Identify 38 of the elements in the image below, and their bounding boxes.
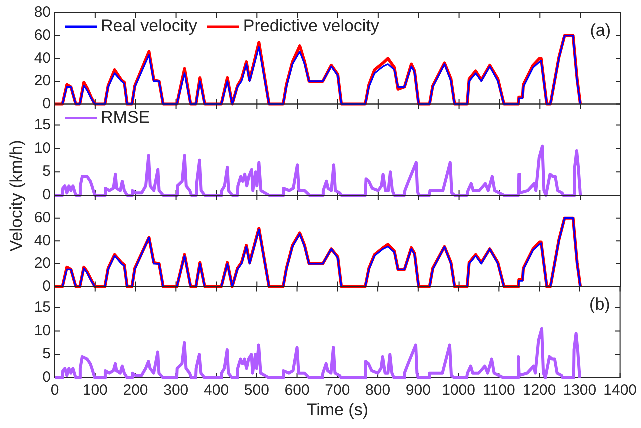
y-tick-label: 0 [42,95,51,112]
y-tick-label: 20 [34,72,51,90]
y-tick-label: 0 [42,186,51,204]
y-tick-label: 40 [34,232,51,250]
x-tick-label: 1300 [563,382,597,400]
y-tick-label: 60 [34,209,51,226]
annotation: (b) [590,294,610,314]
x-tick-label: 900 [406,382,431,400]
annotation: (a) [590,21,611,40]
y-tick-label: 10 [34,140,51,157]
x-tick-label: 700 [325,382,350,400]
x-tick-label: 200 [123,382,148,400]
x-tick-label: 1200 [522,382,556,400]
y-tick-label: 60 [34,26,51,44]
x-tick-label: 300 [164,382,189,400]
y-tick-label: 20 [34,255,51,272]
legend-label: RMSE [101,108,150,127]
x-tick-label: 800 [366,382,391,400]
y-tick-label: 40 [34,50,51,67]
y-tick-label: 10 [34,322,51,340]
legend-label: Real velocity [101,16,198,36]
x-tick-label: 400 [204,382,230,400]
x-tick-label: 1100 [483,382,516,400]
y-tick-label: 5 [42,346,51,363]
y-tick-label: 15 [34,116,51,134]
y-tick-label: 0 [42,278,51,295]
x-tick-label: 1400 [604,382,638,400]
x-axis-title: Time (s) [306,400,369,420]
y-tick-label: 80 [34,4,51,22]
x-tick-label: 1000 [442,382,476,400]
y-tick-label: 5 [42,163,51,180]
y-tick-label: 15 [34,298,51,316]
x-tick-label: 100 [82,382,108,400]
y-tick-label: 0 [42,369,51,386]
y-axis-title: Velocity (km/h) [7,140,27,252]
legend-label: Predictive velocity [243,16,380,36]
x-tick-label: 500 [244,382,270,400]
x-tick-label: 600 [284,382,310,400]
